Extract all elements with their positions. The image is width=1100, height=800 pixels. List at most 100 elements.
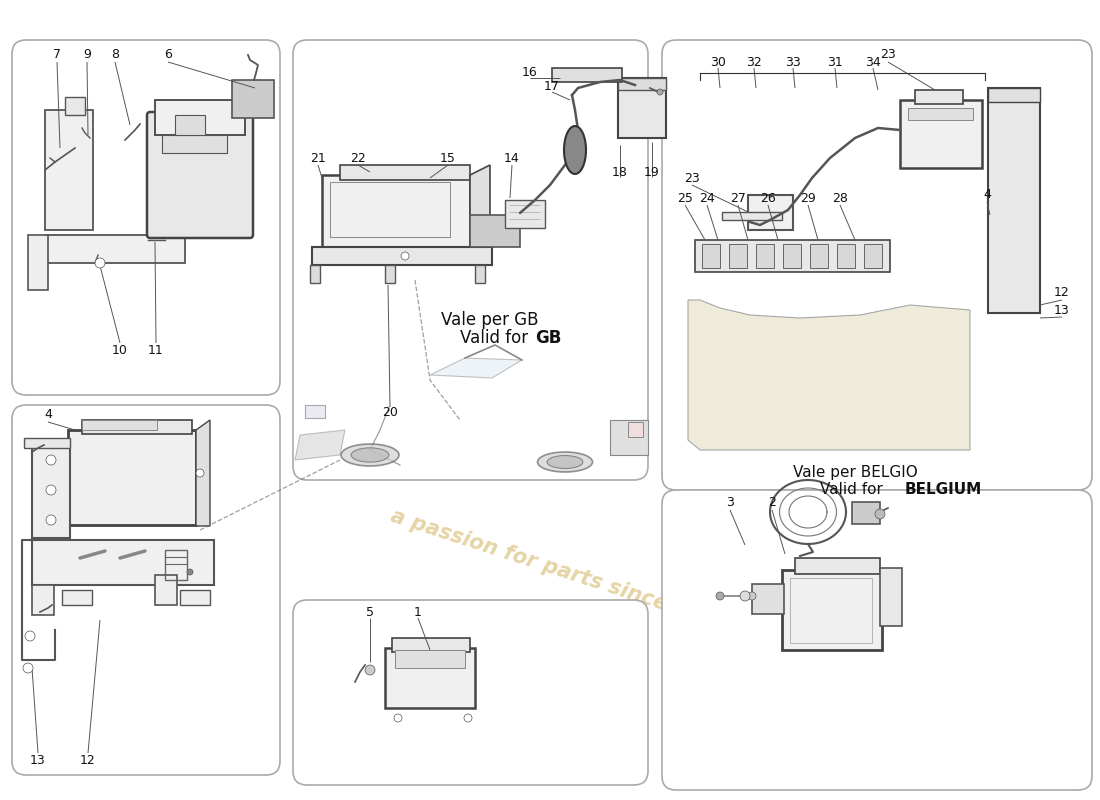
Bar [392,638,470,652]
Bar [82,420,157,430]
Text: a passion for parts since 1986: a passion for parts since 1986 [388,506,732,634]
Circle shape [25,631,35,641]
Bar [45,110,94,230]
Bar [552,68,622,82]
Bar [330,182,450,237]
Bar [385,648,475,708]
Text: 20: 20 [382,406,398,419]
Bar [752,584,784,614]
Circle shape [95,258,104,268]
Bar [82,420,192,434]
Bar [470,215,520,247]
Bar [32,540,215,585]
Text: 17: 17 [544,79,560,93]
Text: 22: 22 [350,151,366,165]
Polygon shape [470,165,490,248]
Text: Valid for: Valid for [460,329,534,347]
Polygon shape [305,405,324,418]
Circle shape [748,592,756,600]
Bar [695,240,890,272]
FancyBboxPatch shape [12,40,280,395]
Text: 4: 4 [44,409,52,422]
Circle shape [187,569,192,575]
Bar [810,244,828,268]
Text: 8: 8 [111,49,119,62]
Bar [988,88,1040,102]
FancyBboxPatch shape [662,490,1092,790]
Text: 19: 19 [645,166,660,178]
FancyBboxPatch shape [147,112,253,238]
Bar [180,590,210,605]
Text: 5: 5 [366,606,374,618]
Bar [62,590,92,605]
Text: 24: 24 [700,191,715,205]
Polygon shape [196,420,210,526]
Circle shape [402,252,409,260]
FancyBboxPatch shape [293,600,648,785]
Bar [395,650,465,668]
Bar [610,420,648,455]
Bar [155,100,245,135]
Bar [618,78,666,90]
Bar [756,244,774,268]
Bar [312,247,492,265]
Bar [65,97,85,115]
Bar [28,235,48,290]
Bar [385,265,395,283]
Text: 4: 4 [983,189,991,202]
Circle shape [740,591,750,601]
Ellipse shape [547,455,583,469]
Text: 16: 16 [522,66,538,78]
Bar [837,244,855,268]
Text: 13: 13 [30,754,46,766]
Text: 12: 12 [80,754,96,766]
Bar [988,88,1040,313]
Circle shape [874,509,886,519]
Bar [722,212,782,220]
Ellipse shape [351,448,389,462]
Text: 29: 29 [800,191,816,205]
Text: 13: 13 [1054,303,1070,317]
Text: GB: GB [535,329,561,347]
Bar [908,108,974,120]
Ellipse shape [564,126,586,174]
Polygon shape [688,300,970,450]
Bar [864,244,882,268]
Text: 21: 21 [310,151,326,165]
Text: 33: 33 [785,55,801,69]
Bar [782,570,882,650]
Circle shape [394,714,402,722]
Text: 31: 31 [827,55,843,69]
Bar [783,244,801,268]
Bar [852,502,880,524]
Text: BELGIUM: BELGIUM [905,482,982,498]
Text: 14: 14 [504,151,520,165]
Bar [162,135,227,153]
Text: 32: 32 [746,55,762,69]
FancyBboxPatch shape [293,40,648,480]
Text: 30: 30 [711,55,726,69]
Bar [702,244,721,268]
Polygon shape [295,430,345,460]
Bar [24,438,70,448]
Bar [618,78,666,138]
Bar [32,440,70,538]
Bar [310,265,320,283]
Bar [322,175,470,247]
Bar [880,568,902,626]
Text: 7: 7 [53,49,60,62]
Text: 11: 11 [148,343,164,357]
Bar [32,585,54,615]
Text: 3: 3 [726,497,734,510]
Bar [748,195,793,230]
Bar [475,265,485,283]
Text: 6: 6 [164,49,172,62]
Bar [175,115,205,135]
Bar [165,550,187,580]
Bar [45,235,185,263]
Text: 23: 23 [880,49,895,62]
Bar [628,422,643,437]
Bar [729,244,747,268]
Bar [795,558,880,574]
Circle shape [464,714,472,722]
